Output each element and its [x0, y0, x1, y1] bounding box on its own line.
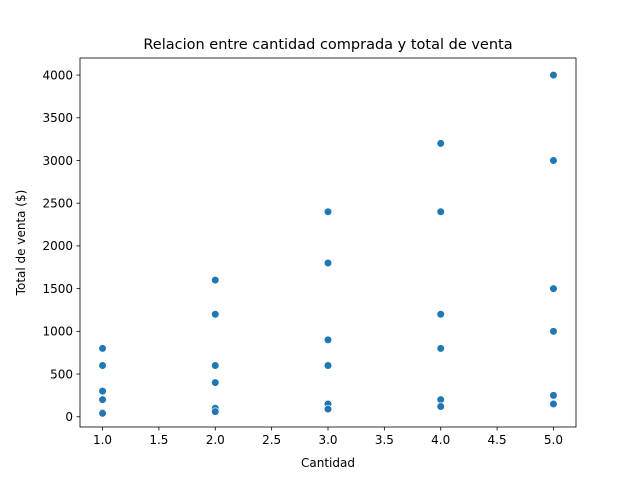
data-point — [549, 70, 558, 80]
data-point — [549, 156, 558, 165]
data-point — [549, 399, 558, 409]
y-axis-ticks: 0 500 1000 1500 2000 2500 3000 3500 4000 — [42, 68, 80, 424]
x-axis-ticks: 1.0 1.5 2.0 2.5 3.0 3.5 4.0 4.5 5.0 — [93, 427, 563, 447]
data-point — [436, 207, 445, 216]
data-point — [323, 404, 333, 414]
data-point — [436, 395, 445, 404]
data-point — [211, 361, 220, 370]
data-point — [98, 344, 107, 353]
x-tick-label: 2.0 — [206, 433, 225, 447]
data-point — [436, 139, 445, 148]
data-point — [436, 310, 445, 319]
x-tick-label: 5.0 — [544, 433, 563, 447]
data-point — [323, 335, 333, 344]
data-point — [323, 361, 333, 370]
y-tick-label: 0 — [65, 410, 73, 424]
x-tick-label: 3.0 — [318, 433, 337, 447]
y-tick-label: 500 — [50, 367, 73, 381]
data-point — [436, 402, 445, 411]
x-axis-label: Cantidad — [301, 456, 355, 470]
data-point — [98, 409, 107, 418]
y-tick-label: 2500 — [42, 197, 73, 211]
y-axis-label: Total de venta ($) — [14, 190, 28, 297]
data-point — [211, 275, 220, 285]
data-point — [323, 258, 333, 268]
chart-title: Relacion entre cantidad comprada y total… — [143, 37, 512, 53]
data-point — [211, 407, 220, 416]
x-tick-label: 4.0 — [431, 433, 450, 447]
x-tick-label: 4.5 — [488, 433, 507, 447]
data-point — [211, 378, 220, 387]
y-tick-label: 3500 — [42, 111, 73, 125]
data-point — [98, 387, 107, 396]
data-point — [549, 327, 558, 336]
y-tick-label: 1000 — [42, 325, 73, 339]
data-point — [98, 395, 107, 404]
data-point — [549, 391, 558, 400]
x-tick-label: 2.5 — [262, 433, 281, 447]
data-point — [211, 310, 220, 319]
y-tick-label: 3000 — [42, 154, 73, 168]
x-tick-label: 1.5 — [149, 433, 168, 447]
data-points — [98, 70, 558, 418]
x-tick-label: 1.0 — [93, 433, 112, 447]
y-tick-label: 4000 — [42, 68, 73, 82]
y-tick-label: 2000 — [42, 239, 73, 253]
y-tick-label: 1500 — [42, 282, 73, 296]
x-tick-label: 3.5 — [375, 433, 394, 447]
data-point — [549, 284, 558, 293]
data-point — [436, 344, 445, 353]
data-point — [98, 361, 107, 370]
data-point — [323, 207, 333, 216]
plot-area-frame — [79, 57, 577, 428]
